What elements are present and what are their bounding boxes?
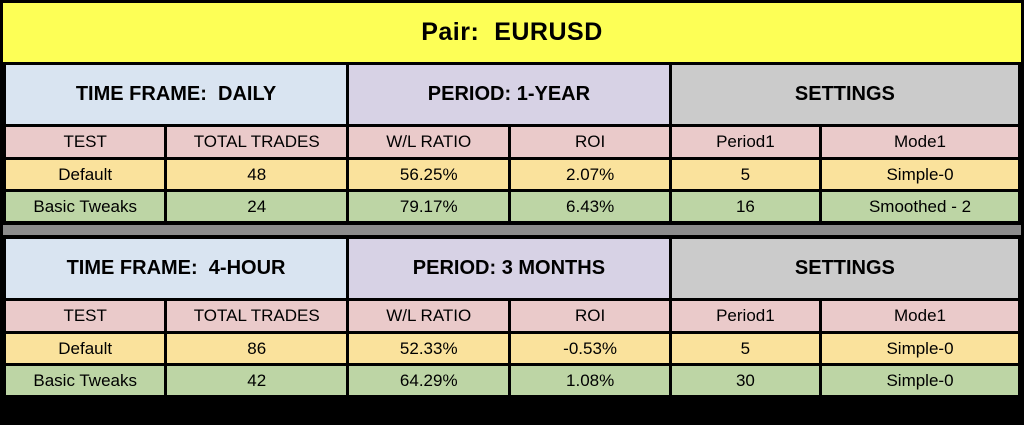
cell-test: Default xyxy=(2,331,168,366)
col-header-test: TEST xyxy=(2,124,168,160)
settings-header: SETTINGS xyxy=(668,62,1022,127)
col-header-total-trades: TOTAL TRADES xyxy=(164,298,350,334)
cell-total-trades: 48 xyxy=(164,157,350,192)
cell-period1: 30 xyxy=(668,363,823,398)
cell-wl-ratio: 52.33% xyxy=(346,331,512,366)
cell-wl-ratio: 56.25% xyxy=(346,157,512,192)
cell-period1: 5 xyxy=(668,157,823,192)
col-header-total-trades: TOTAL TRADES xyxy=(164,124,350,160)
col-header-period1: Period1 xyxy=(668,298,823,334)
col-header-wl-ratio: W/L RATIO xyxy=(346,298,512,334)
cell-mode1: Simple-0 xyxy=(819,157,1021,192)
cell-total-trades: 86 xyxy=(164,331,350,366)
daily-column-header-row: TEST TOTAL TRADES W/L RATIO ROI Period1 … xyxy=(2,124,1021,160)
cell-total-trades: 24 xyxy=(164,189,350,224)
cell-period1: 5 xyxy=(668,331,823,366)
cell-wl-ratio: 79.17% xyxy=(346,189,512,224)
four-hour-section-header-row: TIME FRAME: 4-HOUR PERIOD: 3 MONTHS SETT… xyxy=(2,236,1022,301)
period-header: PERIOD: 1-YEAR xyxy=(346,62,672,127)
period-header: PERIOD: 3 MONTHS xyxy=(346,236,672,301)
daily-default-row: Default 48 56.25% 2.07% 5 Simple-0 xyxy=(2,157,1021,192)
daily-basic-tweaks-row: Basic Tweaks 24 79.17% 6.43% 16 Smoothed… xyxy=(2,189,1021,224)
cell-total-trades: 42 xyxy=(164,363,350,398)
col-header-period1: Period1 xyxy=(668,124,823,160)
cell-test: Default xyxy=(2,157,168,192)
col-header-mode1: Mode1 xyxy=(819,124,1021,160)
cell-mode1: Simple-0 xyxy=(819,363,1021,398)
time-frame-header: TIME FRAME: DAILY xyxy=(2,62,350,127)
cell-test: Basic Tweaks xyxy=(2,189,168,224)
cell-roi: 2.07% xyxy=(508,157,672,192)
cell-wl-ratio: 64.29% xyxy=(346,363,512,398)
col-header-wl-ratio: W/L RATIO xyxy=(346,124,512,160)
four-hour-column-header-row: TEST TOTAL TRADES W/L RATIO ROI Period1 … xyxy=(2,298,1021,334)
four-hour-results-table: TIME FRAME: 4-HOUR PERIOD: 3 MONTHS SETT… xyxy=(2,236,1022,398)
col-header-mode1: Mode1 xyxy=(819,298,1021,334)
cell-roi: 1.08% xyxy=(508,363,672,398)
section-divider xyxy=(3,224,1021,236)
settings-header: SETTINGS xyxy=(668,236,1022,301)
pair-title: Pair: EURUSD xyxy=(3,3,1021,62)
cell-mode1: Simple-0 xyxy=(819,331,1021,366)
col-header-test: TEST xyxy=(2,298,168,334)
daily-results-table: TIME FRAME: DAILY PERIOD: 1-YEAR SETTING… xyxy=(2,62,1022,224)
cell-roi: 6.43% xyxy=(508,189,672,224)
daily-section-header-row: TIME FRAME: DAILY PERIOD: 1-YEAR SETTING… xyxy=(2,62,1022,127)
col-header-roi: ROI xyxy=(508,124,672,160)
four-hour-basic-tweaks-row: Basic Tweaks 42 64.29% 1.08% 30 Simple-0 xyxy=(2,363,1021,398)
cell-roi: -0.53% xyxy=(508,331,672,366)
col-header-roi: ROI xyxy=(508,298,672,334)
cell-period1: 16 xyxy=(668,189,823,224)
time-frame-header: TIME FRAME: 4-HOUR xyxy=(2,236,350,301)
cell-test: Basic Tweaks xyxy=(2,363,168,398)
four-hour-default-row: Default 86 52.33% -0.53% 5 Simple-0 xyxy=(2,331,1021,366)
cell-mode1: Smoothed - 2 xyxy=(819,189,1021,224)
